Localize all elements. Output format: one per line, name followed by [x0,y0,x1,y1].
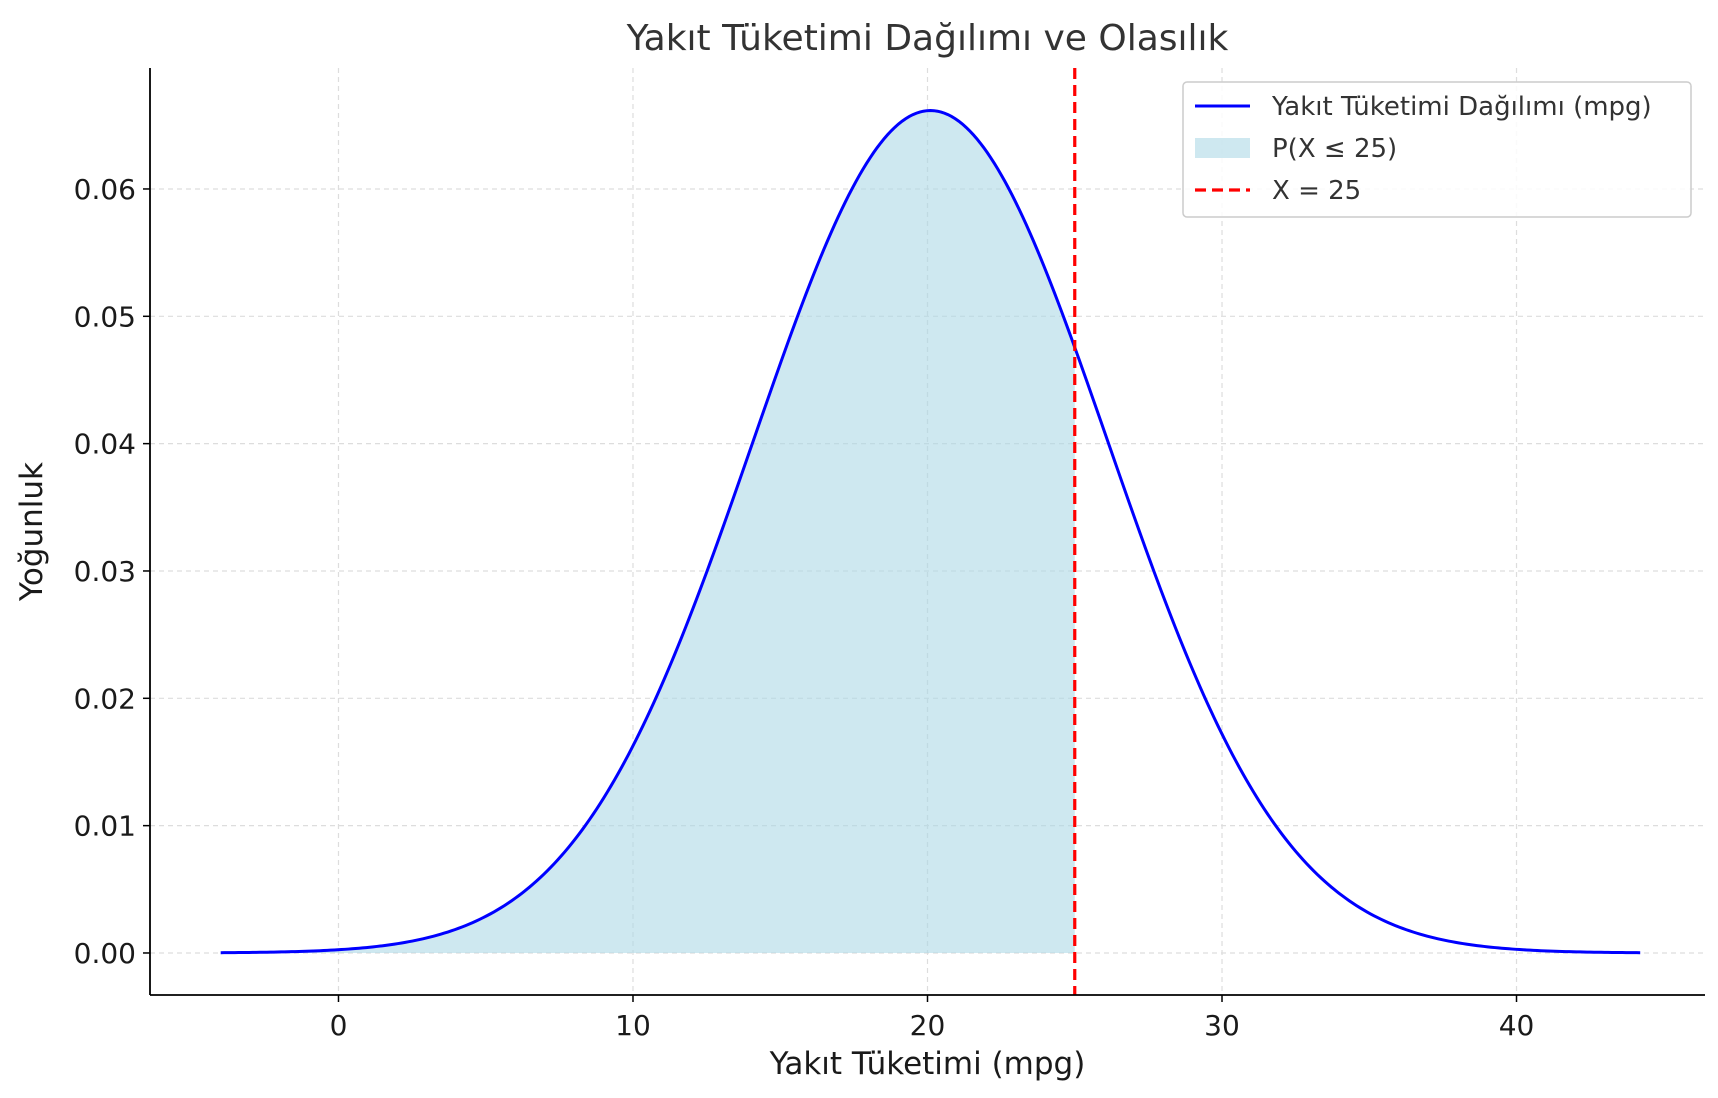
legend-label-area: P(X ≤ 25) [1272,134,1397,164]
plot-area [220,68,1641,995]
probability-area [220,110,1075,953]
x-tick-label: 10 [615,1009,651,1042]
y-tick-label: 0.01 [74,810,136,843]
density-curve [220,109,1641,955]
y-tick-label: 0.06 [74,173,136,206]
legend-box [1182,81,1692,218]
y-tick-label: 0.05 [74,300,136,333]
legend-swatch-area [1195,138,1250,158]
y-tick-label: 0.04 [74,428,136,461]
legend-label-curve: Yakıt Tüketimi Dağılımı (mpg) [1271,92,1652,122]
x-tick-label: 30 [1204,1009,1240,1042]
x-tick-label: 40 [1499,1009,1535,1042]
legend: Yakıt Tüketimi Dağılımı (mpg) P(X ≤ 25) … [1182,81,1692,218]
x-axis-label: Yakıt Tüketimi (mpg) [769,1046,1086,1082]
y-axis-label: Yoğunluk [14,462,50,602]
axes: 0 10 20 30 40 0.00 0.01 0.02 0.03 0.04 0.05 0.06 [74,68,1705,1042]
legend-label-vline: X = 25 [1272,176,1361,206]
y-tick-label: 0.00 [74,937,136,970]
x-tick-label: 20 [910,1009,946,1042]
y-tick-label: 0.03 [74,555,136,588]
x-tick-label: 0 [330,1009,348,1042]
chart-title: Yakıt Tüketimi Dağılımı ve Olasılık [626,18,1229,59]
y-tick-label: 0.02 [74,682,136,715]
